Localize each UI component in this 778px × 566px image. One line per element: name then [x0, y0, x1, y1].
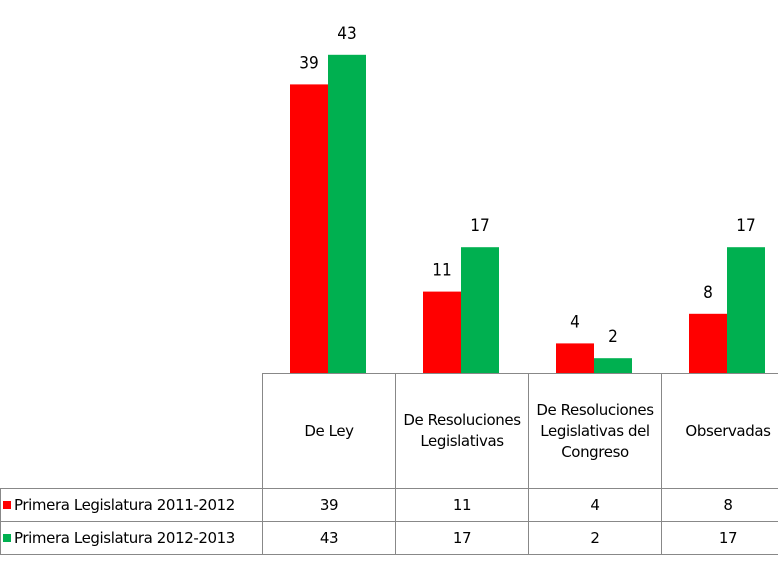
legend-label: Primera Legislatura 2012-2013 [14, 528, 235, 547]
data-label: 39 [299, 53, 318, 73]
bar [328, 54, 366, 374]
legend-label: Primera Legislatura 2011-2012 [14, 495, 235, 514]
table-value: 11 [395, 488, 529, 522]
bar [556, 343, 594, 373]
bar [594, 358, 632, 373]
table-value: 43 [262, 521, 396, 555]
category-header: De Resoluciones Legislativas [395, 373, 529, 489]
bar [290, 84, 328, 374]
table-value: 17 [395, 521, 529, 555]
data-label: 11 [432, 261, 451, 281]
table-value: 39 [262, 488, 396, 522]
bar [689, 313, 727, 373]
table-value: 4 [528, 488, 662, 522]
data-label: 17 [736, 216, 755, 236]
category-header: De Ley [262, 373, 396, 489]
category-header: De Resoluciones Legislativas del Congres… [528, 373, 662, 489]
legend-entry: Primera Legislatura 2012-2013 [0, 521, 263, 555]
data-label: 43 [337, 24, 356, 44]
data-label: 2 [608, 327, 618, 347]
data-label: 4 [570, 312, 580, 332]
table-value: 8 [661, 488, 778, 522]
bar [423, 291, 461, 373]
data-label: 17 [470, 216, 489, 236]
legend-entry: Primera Legislatura 2011-2012 [0, 488, 263, 522]
bar [461, 247, 499, 373]
category-header: Observadas [661, 373, 778, 489]
data-label: 8 [703, 283, 713, 303]
legend-swatch [3, 534, 11, 542]
table-value: 17 [661, 521, 778, 555]
table-value: 2 [528, 521, 662, 555]
legend-swatch [3, 501, 11, 509]
bar [727, 247, 765, 373]
